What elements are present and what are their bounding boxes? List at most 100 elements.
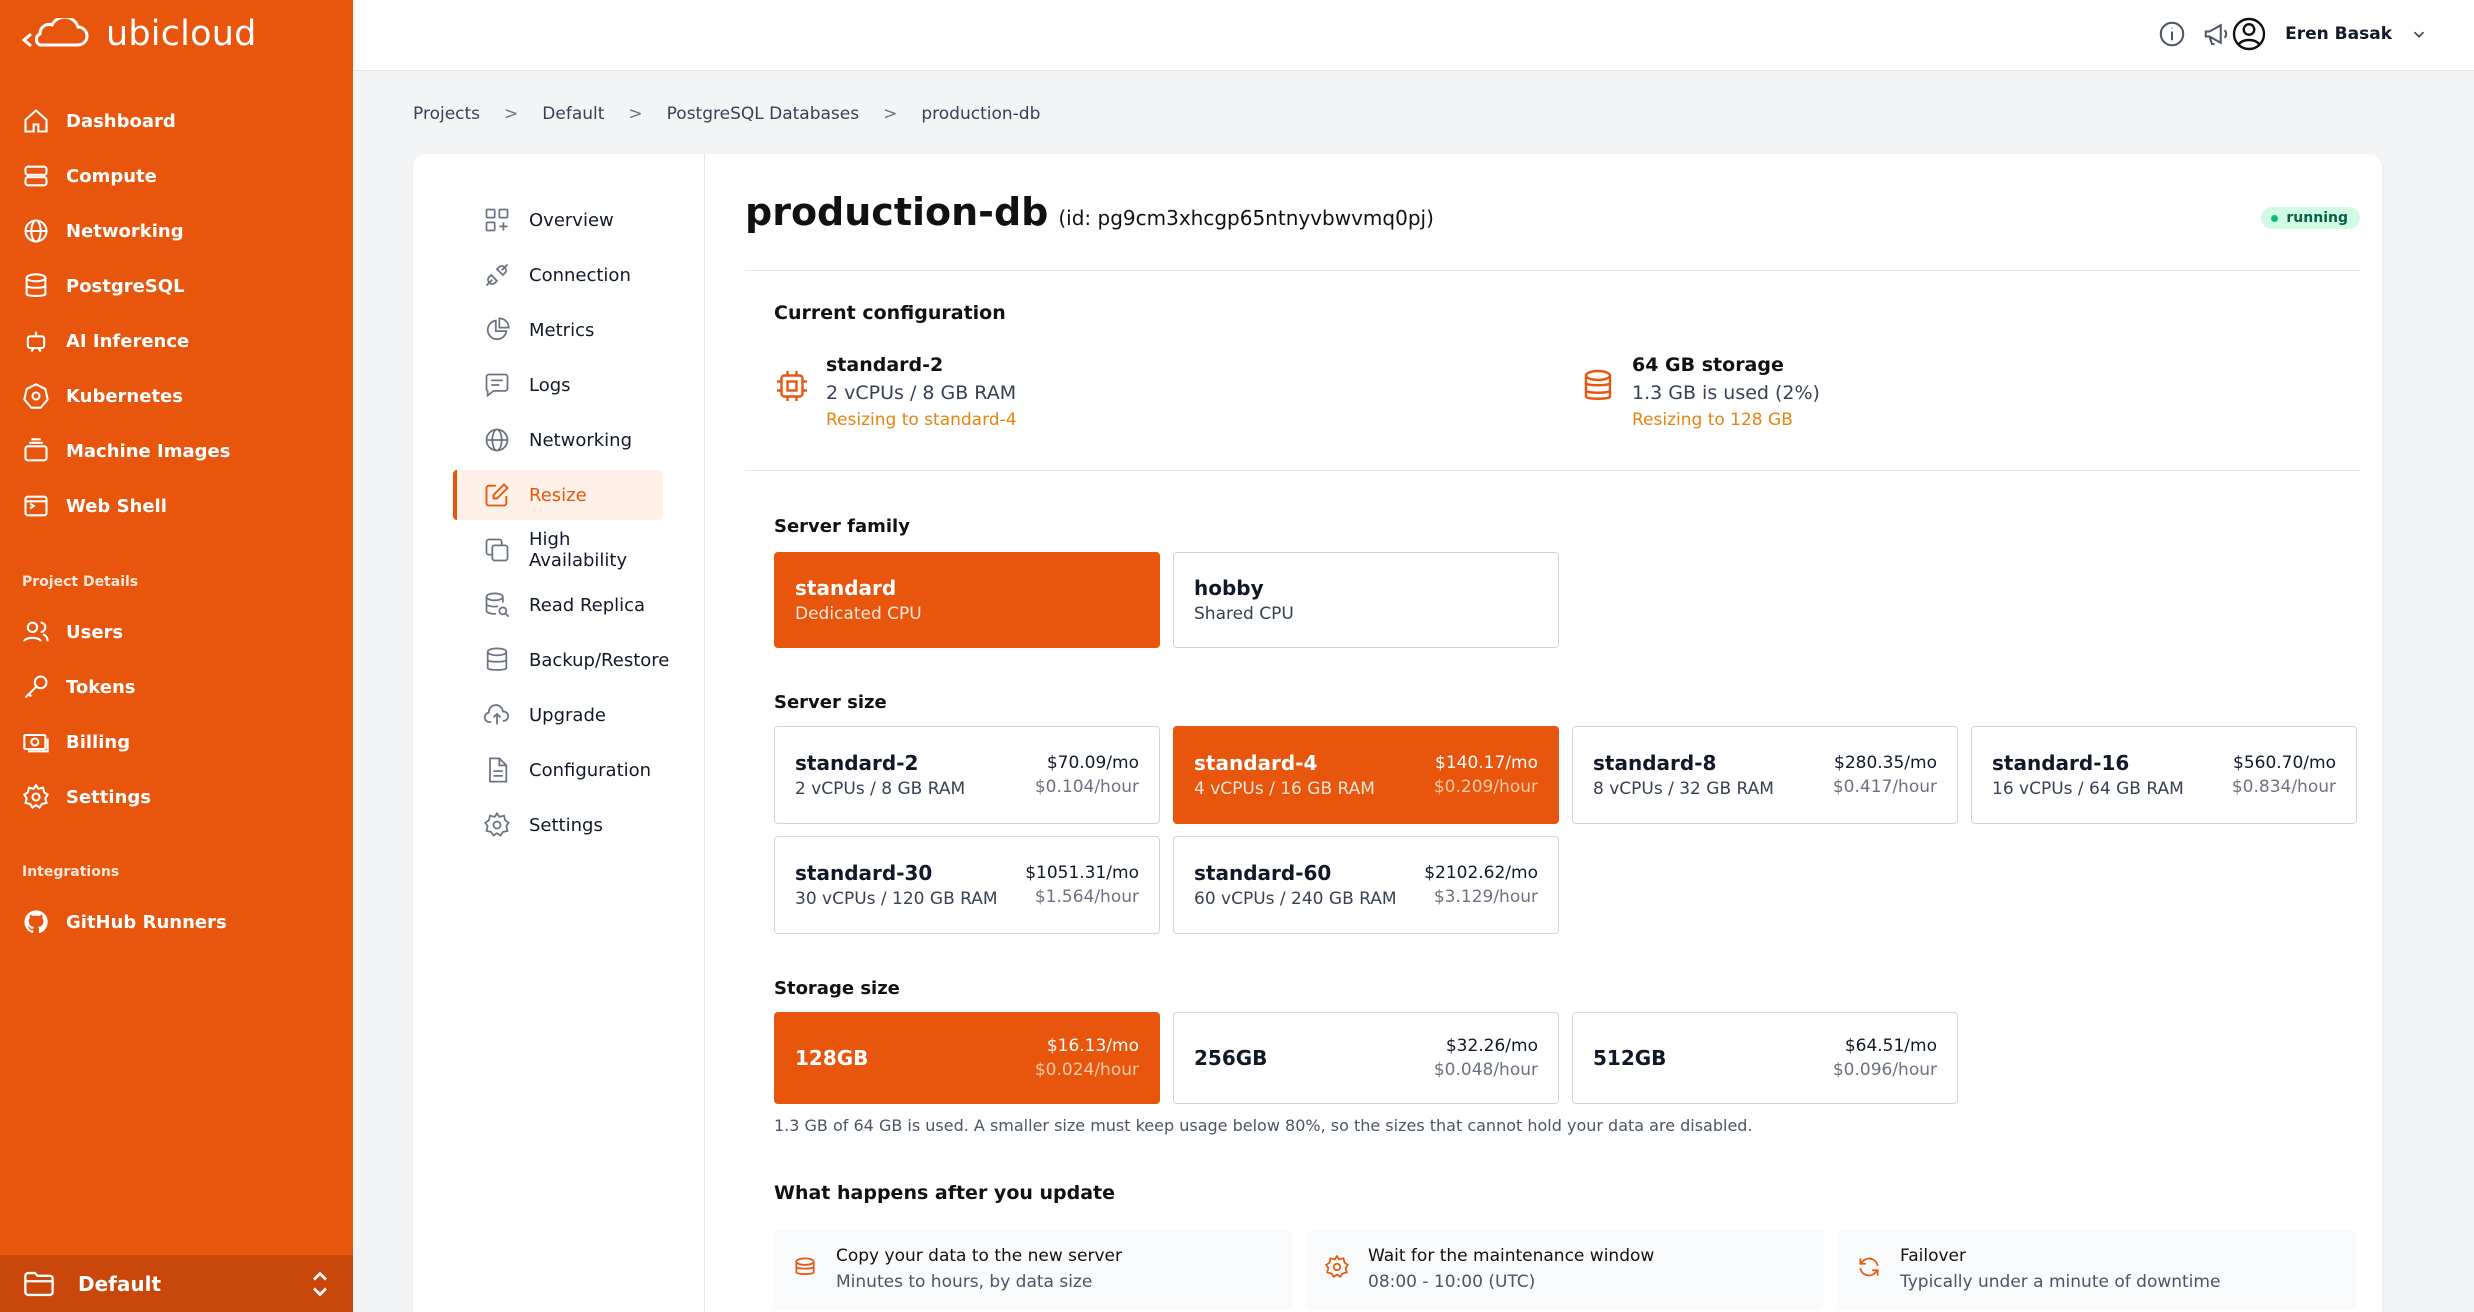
sidebar-item-tokens[interactable]: Tokens <box>22 667 135 707</box>
option-name: standard-8 <box>1593 751 1717 775</box>
storage-size-option[interactable]: 128GB $16.13/mo $0.024/hour <box>774 1012 1160 1104</box>
gear-icon <box>484 811 510 837</box>
user-avatar-icon <box>2232 17 2266 51</box>
sidebar-item-compute[interactable]: Compute <box>22 156 157 196</box>
option-name: standard-30 <box>795 861 933 885</box>
sidebar-item-postgresql[interactable]: PostgreSQL <box>22 266 185 306</box>
server-size-label: Server size <box>774 692 887 713</box>
update-step: Copy your data to the new server Minutes … <box>774 1230 1292 1310</box>
after-update-heading: What happens after you update <box>774 1182 1116 1204</box>
folder-icon <box>24 1271 54 1296</box>
tab-backup-restore[interactable]: Backup/Restore <box>453 635 669 685</box>
brand-logo[interactable]: ubicloud <box>22 12 257 56</box>
tab-upgrade[interactable]: Upgrade <box>453 690 663 740</box>
option-monthly-price: $280.35/mo <box>1834 753 1937 773</box>
option-hourly-price: $0.209/hour <box>1433 777 1538 797</box>
breadcrumb-default[interactable]: Default <box>542 104 605 124</box>
storage-size-option[interactable]: 512GB $64.51/mo $0.096/hour <box>1572 1012 1958 1104</box>
option-monthly-price: $32.26/mo <box>1445 1036 1538 1056</box>
user-menu[interactable]: Eren Basak <box>2231 16 2428 52</box>
option-hourly-price: $0.834/hour <box>2231 777 2336 797</box>
sidebar-item-web-shell[interactable]: Web Shell <box>22 486 167 526</box>
sidebar-item-github-runners[interactable]: GitHub Runners <box>22 902 227 942</box>
server-family-label: Server family <box>774 516 910 537</box>
option-hourly-price: $0.024/hour <box>1034 1060 1139 1080</box>
tab-settings[interactable]: Settings <box>453 800 663 850</box>
option-name: standard <box>795 576 897 600</box>
option-desc: Dedicated CPU <box>795 604 922 624</box>
tab-label: Upgrade <box>529 704 606 726</box>
option-hourly-price: $0.096/hour <box>1832 1060 1937 1080</box>
server-size-option[interactable]: standard-30 30 vCPUs / 120 GB RAM $1051.3… <box>774 836 1160 934</box>
tab-metrics[interactable]: Metrics <box>453 305 663 355</box>
update-step: Failover Typically under a minute of down… <box>1838 1230 2356 1310</box>
sidebar-item-machine-images[interactable]: Machine Images <box>22 431 230 471</box>
server-size-option[interactable]: standard-4 4 vCPUs / 16 GB RAM $140.17/mo… <box>1173 726 1559 824</box>
top-bar: Eren Basak <box>353 0 2474 71</box>
sidebar-item-settings[interactable]: Settings <box>22 777 151 817</box>
sidebar-item-label: Settings <box>66 786 151 808</box>
cloud-logo-icon <box>22 18 89 48</box>
breadcrumb-projects[interactable]: Projects <box>413 104 481 124</box>
image-stack-icon <box>24 438 48 462</box>
option-hourly-price: $1.564/hour <box>1034 887 1139 907</box>
sidebar-item-dashboard[interactable]: Dashboard <box>22 101 176 141</box>
server-family-option[interactable]: hobby Shared CPU <box>1173 552 1559 648</box>
tab-connection[interactable]: Connection <box>453 250 663 300</box>
tab-networking[interactable]: Networking <box>453 415 663 465</box>
sidebar-item-billing[interactable]: Billing <box>22 722 130 762</box>
document-icon <box>489 757 508 783</box>
option-hourly-price: $3.129/hour <box>1433 887 1538 907</box>
sidebar-item-label: Kubernetes <box>66 385 183 407</box>
sidebar-item-kubernetes[interactable]: Kubernetes <box>22 376 183 416</box>
current-storage-size: 64 GB storage <box>1632 354 1784 376</box>
tab-label: Logs <box>529 374 571 396</box>
tab-high-availability[interactable]: High Availability <box>453 525 663 575</box>
robot-icon <box>26 331 46 353</box>
storage-size-option[interactable]: 256GB $32.26/mo $0.048/hour <box>1173 1012 1559 1104</box>
current-server-name: standard-2 <box>826 354 944 376</box>
current-server-config: standard-2 2 vCPUs / 8 GB RAM Resizing t… <box>774 354 1017 430</box>
server-size-option[interactable]: standard-2 2 vCPUs / 8 GB RAM $70.09/mo $0… <box>774 726 1160 824</box>
divider <box>745 270 2360 271</box>
project-details-heading: Project Details <box>22 574 139 590</box>
option-spec: 60 vCPUs / 240 GB RAM <box>1194 889 1397 909</box>
tab-overview[interactable]: Overview <box>453 195 663 245</box>
info-icon[interactable] <box>2157 19 2187 49</box>
refresh-icon <box>1859 1257 1879 1277</box>
sidebar-item-networking[interactable]: Networking <box>22 211 184 251</box>
server-size-option[interactable]: standard-16 16 vCPUs / 64 GB RAM $560.70/… <box>1971 726 2357 824</box>
sidebar-item-label: Compute <box>66 165 157 187</box>
tab-configuration[interactable]: Configuration <box>453 745 663 795</box>
sidebar: ubicloud Dashboard Compute Networking Po… <box>0 0 353 1312</box>
gear-icon <box>22 783 50 809</box>
sidebar-item-ai-inference[interactable]: AI Inference <box>22 321 189 361</box>
sidebar-item-label: Dashboard <box>66 110 176 132</box>
project-selector[interactable]: Default <box>0 1255 353 1312</box>
chevron-right-icon: > <box>883 104 898 124</box>
current-server-spec: 2 vCPUs / 8 GB RAM <box>826 382 1017 404</box>
sidebar-item-label: Billing <box>66 731 131 753</box>
server-size-option[interactable]: standard-8 8 vCPUs / 32 GB RAM $280.35/mo… <box>1572 726 1958 824</box>
tab-read-replica[interactable]: Read Replica <box>453 580 663 630</box>
step-desc: 08:00 - 10:00 (UTC) <box>1368 1272 1536 1292</box>
sidebar-item-label: Machine Images <box>66 440 231 462</box>
step-title: Wait for the maintenance window <box>1368 1246 1655 1266</box>
plug-icon <box>485 263 509 287</box>
divider <box>745 470 2360 471</box>
server-size-option[interactable]: standard-60 60 vCPUs / 240 GB RAM $2102.6… <box>1173 836 1559 934</box>
tab-label: Read Replica <box>529 594 646 616</box>
tab-logs[interactable]: Logs <box>453 360 663 410</box>
megaphone-icon[interactable] <box>2202 19 2232 49</box>
database-name: production-db <box>745 190 1049 234</box>
sidebar-item-label: Networking <box>66 220 184 242</box>
tab-label: Resize <box>529 484 587 506</box>
copy-icon <box>485 538 509 562</box>
option-name: standard-16 <box>1992 751 2130 775</box>
option-monthly-price: $16.13/mo <box>1046 1036 1139 1056</box>
server-family-option[interactable]: standard Dedicated CPU <box>774 552 1160 648</box>
sidebar-item-users[interactable]: Users <box>22 612 123 652</box>
tab-label: Settings <box>529 814 603 836</box>
tab-resize[interactable]: Resize <box>453 470 663 520</box>
breadcrumb-postgresql-databases[interactable]: PostgreSQL Databases <box>666 104 860 124</box>
